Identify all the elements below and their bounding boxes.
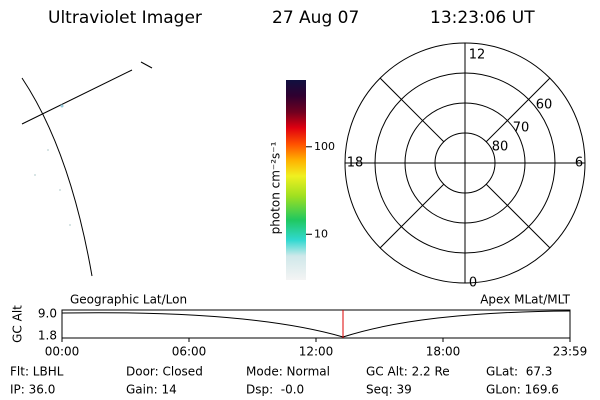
status-field: GLat: 67.3 [486,365,552,379]
mlt-label: 0 [469,276,477,291]
mlt-line [485,77,551,143]
title: Ultraviolet Imager [48,8,202,28]
status-field: Seq: 39 [366,383,412,397]
mlt-label: 18 [347,156,364,171]
timeline-left-label: Geographic Lat/Lon [70,293,187,307]
status-field: Mode: Normal [246,365,330,379]
mlt-line [379,77,445,143]
x-label: 00:00 [45,345,80,359]
status-field: Flt: LBHL [10,365,64,379]
status-field: Gain: 14 [126,383,177,397]
timeline-right-label: Apex MLat/MLT [480,293,570,307]
status-field: IP: 36.0 [10,383,55,397]
lat-label: 60 [536,98,553,113]
colorbar-tick-label: 100 [314,140,335,153]
lat-label: 70 [513,121,530,136]
x-label: 06:00 [172,345,207,359]
image-view [21,61,153,277]
colorbar-tick-label: 10 [314,227,328,240]
mlt-line [485,183,551,249]
status-field: GC Alt: 2.2 Re [366,365,450,379]
y-label: 1.8 [38,329,57,343]
timeline-box [61,309,571,339]
x-label: 12:00 [299,345,334,359]
colorbar-label: photon cm⁻²s⁻¹ [269,141,283,234]
x-label: 18:00 [426,345,461,359]
colorbar [286,80,306,280]
x-label: 23:59 [553,345,588,359]
time: 13:23:06 UT [430,8,535,28]
axis-label: GC Alt [11,305,25,343]
date: 27 Aug 07 [272,8,359,28]
y-label: 9.0 [38,307,57,321]
mlt-label: 6 [575,156,583,171]
altitude-curve [61,310,571,338]
mlt-label: 12 [469,48,486,63]
status-field: Door: Closed [126,365,203,379]
status-field: Dsp: -0.0 [246,383,304,397]
status-field: GLon: 169.6 [486,383,559,397]
lat-label: 80 [492,140,509,155]
mlt-line [379,183,445,249]
